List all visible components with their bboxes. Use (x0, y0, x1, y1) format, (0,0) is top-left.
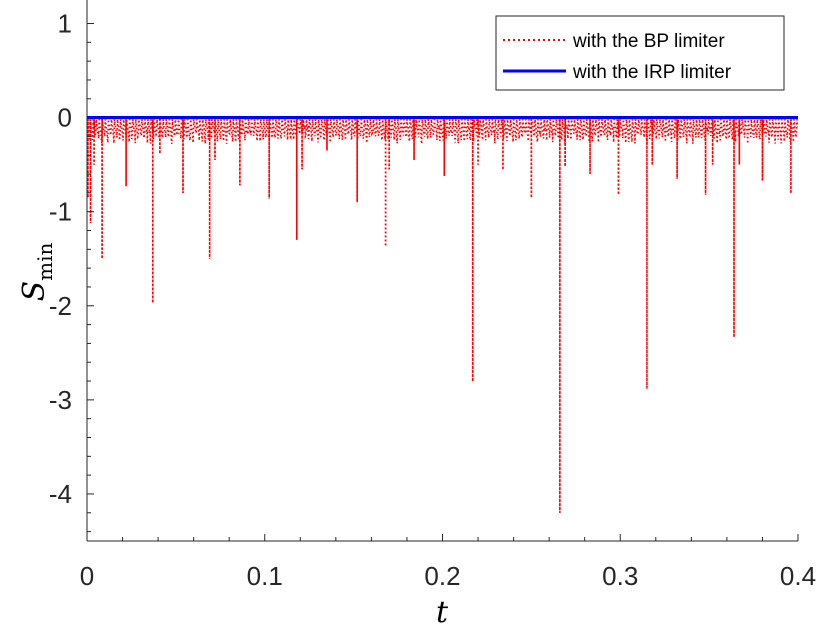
x-tick-label: 0.2 (424, 561, 460, 591)
x-tick-label: 0.1 (247, 561, 283, 591)
y-axis-label: Smin (17, 242, 57, 301)
y-tick-label: 0 (58, 103, 72, 133)
y-ticks: 1 0 -1 -2 -3 -4 (49, 9, 94, 533)
y-axis-label-main: S (17, 281, 52, 302)
legend: with the BP limiter with the IRP limiter (495, 15, 785, 91)
legend-irp-label: with the IRP limiter (572, 62, 732, 83)
x-ticks: 0 0.1 0.2 0.3 0.4 (80, 534, 816, 591)
y-tick-label: -3 (49, 385, 72, 415)
x-tick-label: 0.3 (602, 561, 638, 591)
legend-box (495, 15, 785, 91)
x-tick-label: 0 (80, 561, 94, 591)
y-tick-label: 1 (58, 9, 72, 39)
y-tick-label: -1 (49, 197, 72, 227)
y-tick-label: -2 (49, 291, 72, 321)
legend-bp-label: with the BP limiter (572, 31, 725, 52)
y-tick-label: -4 (49, 479, 72, 509)
bp-limiter-series (87, 118, 798, 513)
svg-text:Smin: Smin (17, 242, 57, 301)
x-tick-label: 0.4 (780, 561, 816, 591)
y-axis-label-sub: min (33, 242, 57, 280)
x-axis-label: t (436, 595, 449, 628)
bp-limiter-line (87, 118, 798, 513)
